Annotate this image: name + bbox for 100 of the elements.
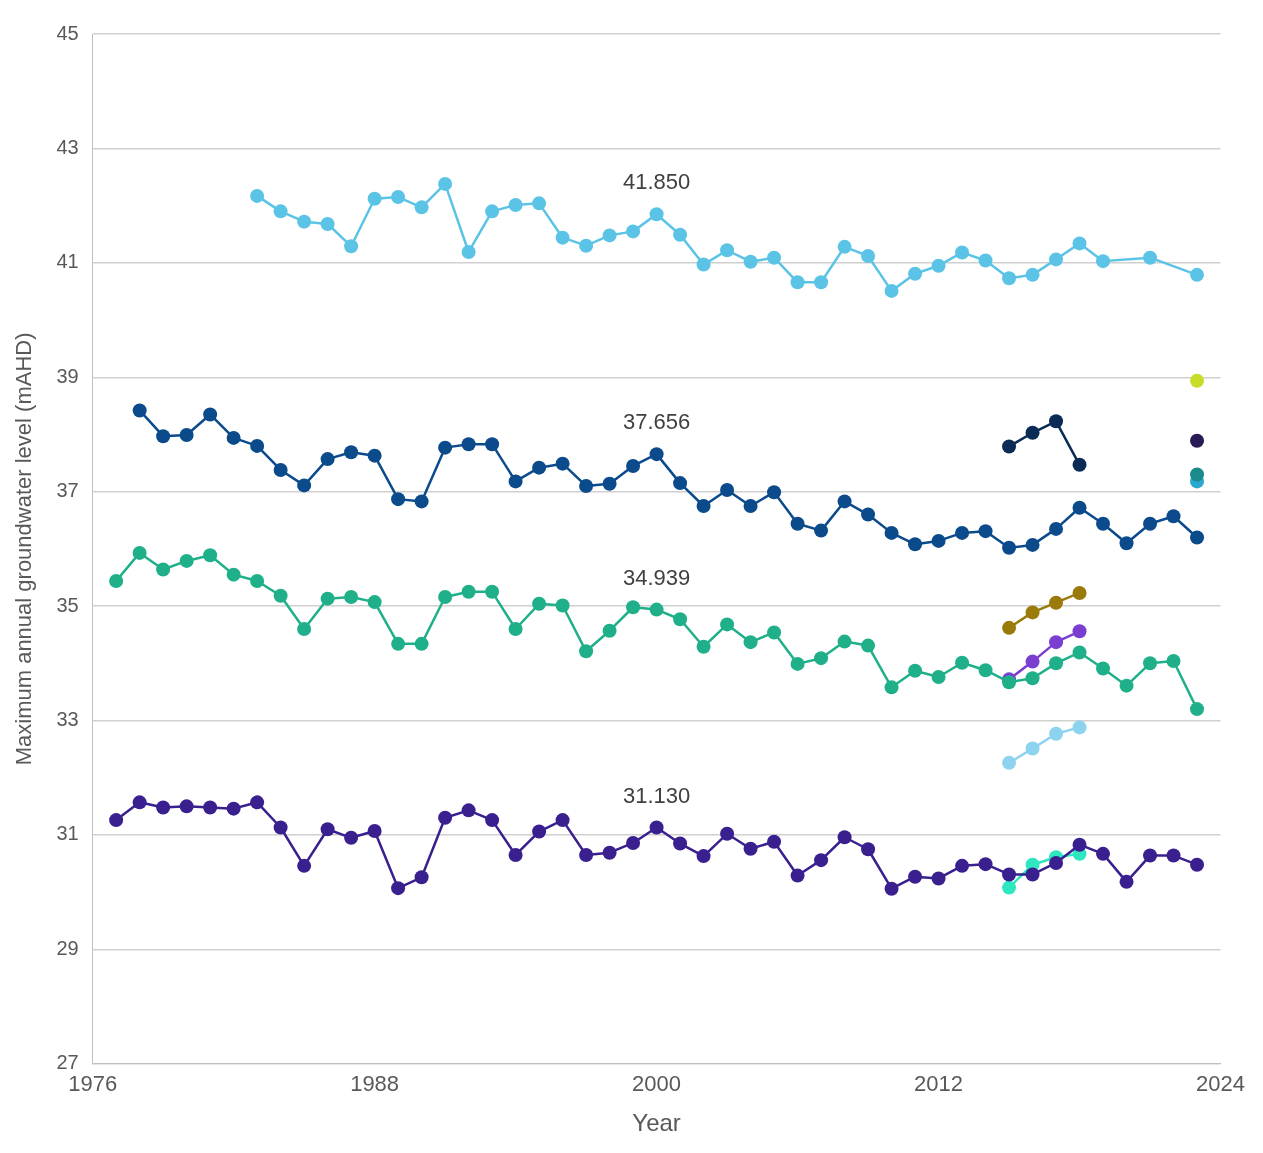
point xyxy=(814,523,829,538)
point xyxy=(1072,645,1087,660)
point xyxy=(1072,236,1087,251)
point xyxy=(1166,509,1181,524)
point xyxy=(1190,433,1205,448)
point xyxy=(579,847,594,862)
point xyxy=(908,663,923,678)
point xyxy=(320,452,335,467)
y-tick-label: 37 xyxy=(56,479,79,502)
point xyxy=(250,573,265,588)
point xyxy=(1049,635,1064,650)
point xyxy=(273,820,288,835)
point xyxy=(1119,678,1134,693)
y-tick-label: 29 xyxy=(56,936,79,959)
point xyxy=(297,622,312,636)
point xyxy=(1143,656,1158,671)
point xyxy=(955,525,970,540)
point xyxy=(1166,848,1181,863)
point xyxy=(1002,271,1017,286)
point xyxy=(1025,671,1040,686)
point xyxy=(978,857,993,872)
y-tick-label: 41 xyxy=(56,250,79,273)
point xyxy=(837,634,852,649)
point xyxy=(508,474,523,489)
point xyxy=(1002,755,1017,770)
point xyxy=(250,795,265,810)
point xyxy=(649,602,664,617)
point xyxy=(297,858,312,873)
point xyxy=(1002,620,1017,635)
point xyxy=(767,834,782,849)
point xyxy=(1119,874,1134,889)
point xyxy=(861,248,876,263)
point xyxy=(438,589,453,604)
point xyxy=(884,881,899,896)
point xyxy=(673,612,688,627)
point xyxy=(391,636,406,651)
point xyxy=(626,600,641,615)
point xyxy=(955,858,970,873)
point xyxy=(414,636,429,651)
point xyxy=(203,407,218,422)
y-tick-label: 43 xyxy=(56,135,79,158)
point xyxy=(1190,857,1205,872)
point xyxy=(743,841,758,856)
point xyxy=(1143,848,1158,863)
point xyxy=(226,430,241,445)
point xyxy=(1049,656,1064,671)
point xyxy=(931,871,946,886)
point xyxy=(414,870,429,885)
point xyxy=(1143,250,1158,265)
point xyxy=(226,567,241,582)
point xyxy=(1025,654,1040,669)
point xyxy=(579,478,594,493)
y-tick-label: 35 xyxy=(56,593,79,616)
point xyxy=(931,670,946,685)
point xyxy=(461,437,476,452)
point xyxy=(884,283,899,298)
point xyxy=(673,476,688,491)
x-tick-label: 2012 xyxy=(914,1071,964,1097)
point xyxy=(203,800,218,815)
point xyxy=(1049,521,1064,536)
point xyxy=(696,849,711,864)
point xyxy=(837,494,852,509)
point xyxy=(790,868,805,883)
point xyxy=(884,525,899,540)
point xyxy=(156,429,171,444)
point xyxy=(1190,373,1205,388)
data-label: 34.939 xyxy=(622,564,691,590)
point xyxy=(273,462,288,477)
point xyxy=(790,656,805,671)
point xyxy=(485,813,500,828)
point xyxy=(720,617,735,632)
point xyxy=(485,584,500,599)
point xyxy=(743,498,758,513)
point xyxy=(673,836,688,851)
point xyxy=(297,478,312,493)
point xyxy=(367,448,382,463)
point xyxy=(602,228,617,243)
point xyxy=(532,596,547,611)
point xyxy=(908,537,923,552)
data-label: 37.656 xyxy=(622,409,691,435)
point xyxy=(884,680,899,695)
point xyxy=(320,822,335,837)
point xyxy=(297,214,312,229)
x-tick-label: 1976 xyxy=(68,1071,118,1097)
point xyxy=(861,638,876,653)
point xyxy=(132,795,147,810)
point xyxy=(649,447,664,462)
point xyxy=(485,204,500,219)
point xyxy=(720,482,735,497)
point xyxy=(555,598,570,613)
point xyxy=(1025,867,1040,882)
point xyxy=(1049,726,1064,741)
point xyxy=(1049,855,1064,870)
point xyxy=(720,826,735,841)
point xyxy=(391,190,406,205)
point xyxy=(978,253,993,268)
y-tick-label: 45 xyxy=(56,21,79,44)
point xyxy=(1096,846,1111,861)
point xyxy=(1002,439,1017,454)
point xyxy=(156,562,171,577)
